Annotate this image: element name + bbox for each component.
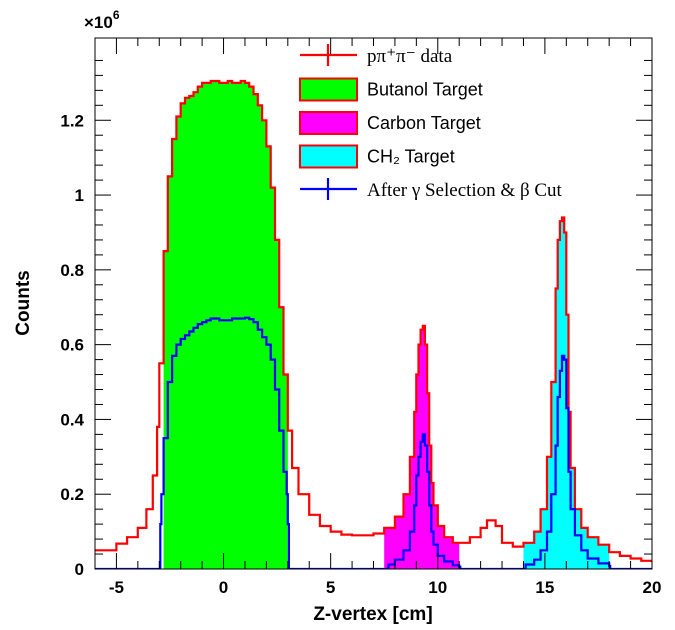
legend-swatch	[299, 111, 358, 135]
y-multiplier: ×106	[84, 8, 120, 32]
legend-label: Butanol Target	[367, 80, 483, 100]
legend-entry-1: pπ⁺π⁻ data	[300, 44, 453, 67]
series-line-2	[95, 316, 652, 569]
filled-region-1	[163, 81, 288, 569]
series-line-1	[95, 79, 652, 563]
legend-entry-3: Carbon Target	[299, 111, 481, 135]
x-tick-label: 15	[535, 578, 554, 597]
x-tick-label: 10	[428, 578, 447, 597]
legend-entry-5: After γ Selection & β Cut	[300, 178, 563, 201]
legend-entry-4: CH₂ Target	[299, 144, 455, 169]
legend-swatch	[299, 77, 358, 102]
y-tick-label: 0.8	[60, 261, 84, 280]
y-tick-label: 0.6	[60, 336, 84, 355]
y-tick-label: 0	[75, 560, 84, 579]
legend-label: Carbon Target	[367, 113, 481, 133]
y-tick-label: 0.2	[60, 485, 84, 504]
y-tick-label: 1	[75, 186, 84, 205]
legend-swatch	[299, 144, 358, 169]
legend-label: After γ Selection & β Cut	[367, 180, 563, 201]
legend-entry-2: Butanol Target	[299, 77, 483, 102]
y-multiplier-base: ×10	[84, 13, 113, 32]
y-axis: 0 0.2 0.4 0.6 0.8 1 1.2	[60, 59, 652, 579]
x-tick-label: 5	[326, 578, 335, 597]
x-tick-label: 0	[219, 578, 228, 597]
series-lines	[95, 79, 652, 569]
y-tick-label: 1.2	[60, 111, 84, 130]
x-axis: -5 0 5 10 15 20	[94, 38, 662, 597]
y-multiplier-exponent: 6	[113, 8, 120, 22]
y-tick-label: 0.4	[60, 410, 84, 429]
x-axis-label: Z-vertex [cm]	[313, 604, 432, 625]
legend: pπ⁺π⁻ data Butanol Target Carbon Target CH₂…	[299, 44, 563, 201]
x-tick-label: -5	[109, 578, 124, 597]
legend-label: CH₂ Target	[367, 147, 455, 167]
legend-label: pπ⁺π⁻ data	[367, 46, 453, 67]
x-tick-label: 20	[643, 578, 662, 597]
y-axis-label: Counts	[13, 270, 34, 335]
